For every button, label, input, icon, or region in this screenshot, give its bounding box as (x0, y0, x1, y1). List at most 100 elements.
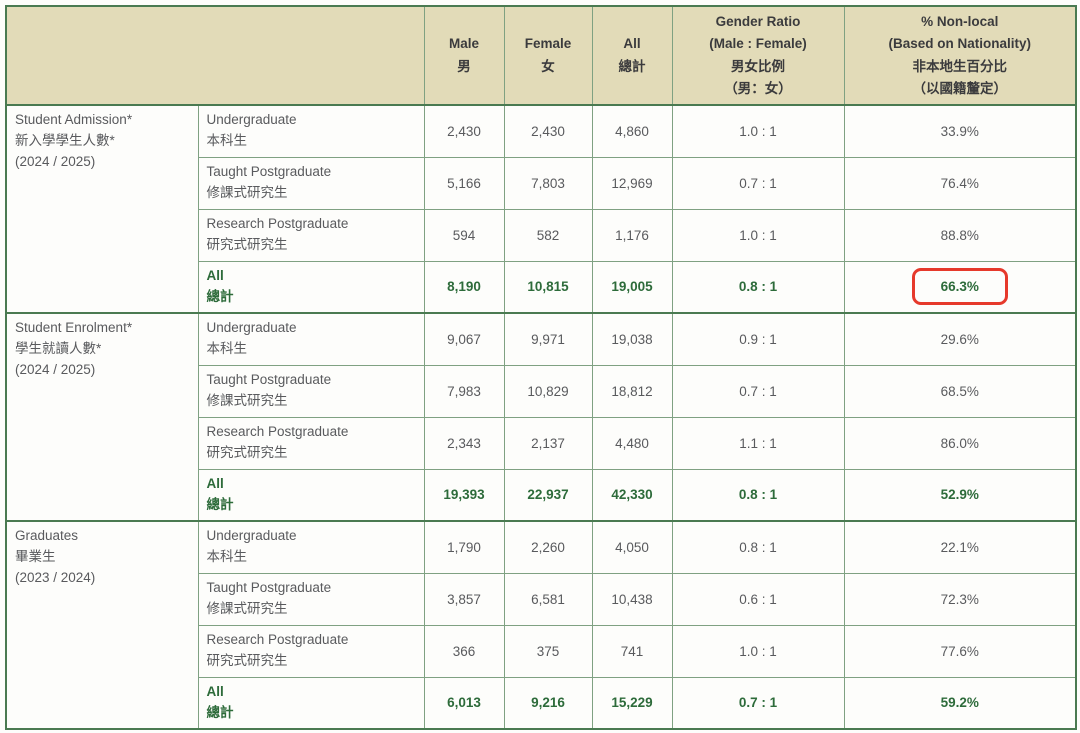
group-label-zh: 學生就讀人數* (15, 340, 102, 356)
header-female-zh: 女 (541, 58, 555, 74)
cell-male: 594 (423, 208, 505, 262)
cell-nonlocal: 68.5% (843, 364, 1077, 418)
row-label: Taught Postgraduate 修課式研究生 (197, 572, 425, 626)
cell-male: 5,166 (423, 156, 505, 210)
header-blank-cell (5, 5, 425, 107)
total-label-zh: 總計 (206, 496, 234, 512)
cell-all: 1,176 (591, 208, 673, 262)
group-label-year: (2023 / 2024) (15, 569, 96, 585)
row-label-zh: 研究式研究生 (206, 445, 288, 461)
table-row: Taught Postgraduate 修課式研究生 5,166 7,803 1… (6, 156, 1077, 210)
row-label: Research Postgraduate 研究式研究生 (197, 416, 425, 470)
cell-nonlocal: 72.3% (843, 572, 1077, 626)
cell-female: 582 (503, 208, 593, 262)
cell-male: 2,430 (423, 104, 505, 158)
cell-nonlocal-total: 52.9% (843, 468, 1077, 523)
row-label-zh: 修課式研究生 (206, 185, 288, 201)
row-label: Taught Postgraduate 修課式研究生 (197, 364, 425, 418)
row-label-en: Undergraduate (206, 112, 297, 128)
table-row: Student Admission* 新入學學生人數* (2024 / 2025… (5, 104, 1077, 314)
total-label-zh: 總計 (206, 704, 234, 720)
group-label-zh: 新入學學生人數* (15, 132, 115, 148)
cell-female-total: 22,937 (503, 468, 593, 523)
table-row: Research Postgraduate 研究式研究生 594 582 1,1… (6, 208, 1077, 262)
row-label: Taught Postgraduate 修課式研究生 (197, 156, 425, 210)
row-label: Research Postgraduate 研究式研究生 (197, 208, 425, 262)
group-label-zh: 畢業生 (15, 548, 56, 564)
cell-all-total: 42,330 (591, 468, 673, 523)
cell-all: 741 (591, 624, 673, 678)
header-female-en: Female (524, 36, 572, 52)
header-ratio-line4: （男：女） (724, 80, 792, 96)
total-label: All 總計 (197, 260, 425, 315)
header-ratio-line3: 男女比例 (731, 58, 785, 74)
total-label-zh: 總計 (206, 288, 234, 304)
cell-male: 3,857 (423, 572, 505, 626)
header-non-local: % Non-local (Based on Nationality) 非本地生百… (843, 5, 1077, 107)
row-label-zh: 本科生 (206, 133, 248, 149)
total-label: All 總計 (197, 468, 425, 523)
header-nl-line4: （以國籍釐定） (912, 80, 1008, 96)
total-label: All 總計 (197, 676, 425, 731)
cell-female: 10,829 (503, 364, 593, 418)
cell-male-total: 19,393 (423, 468, 505, 523)
cell-nonlocal-total: 66.3% (843, 260, 1077, 315)
total-label-en: All (206, 683, 224, 699)
row-label: Undergraduate 本科生 (197, 104, 425, 158)
cell-ratio: 0.7 : 1 (671, 156, 845, 210)
row-label-en: Undergraduate (206, 528, 297, 544)
cell-female: 2,260 (503, 520, 593, 574)
cell-male: 9,067 (423, 312, 505, 366)
row-label-en: Taught Postgraduate (206, 580, 332, 596)
group-label-year: (2024 / 2025) (15, 153, 96, 169)
cell-all: 4,860 (591, 104, 673, 158)
row-label-zh: 修課式研究生 (206, 393, 288, 409)
cell-female: 7,803 (503, 156, 593, 210)
row-label: Research Postgraduate 研究式研究生 (197, 624, 425, 678)
cell-ratio: 0.9 : 1 (671, 312, 845, 366)
cell-ratio: 1.0 : 1 (671, 208, 845, 262)
cell-female: 2,137 (503, 416, 593, 470)
cell-ratio: 1.0 : 1 (671, 104, 845, 158)
group-label-en: Student Admission* (15, 112, 133, 128)
cell-female: 2,430 (503, 104, 593, 158)
group-label-en: Student Enrolment* (15, 320, 133, 336)
cell-male-total: 8,190 (423, 260, 505, 315)
cell-ratio-total: 0.8 : 1 (671, 260, 845, 315)
table-row: Research Postgraduate 研究式研究生 2,343 2,137… (6, 416, 1077, 470)
cell-all-total: 15,229 (591, 676, 673, 731)
total-row: All 總計 6,013 9,216 15,229 0.7 : 1 59.2% (6, 676, 1077, 731)
cell-nonlocal: 86.0% (843, 416, 1077, 470)
cell-all: 4,050 (591, 520, 673, 574)
header-row: Male 男 Female 女 All 總計 Gender Ratio (Mal… (5, 5, 1077, 107)
cell-nonlocal: 22.1% (843, 520, 1077, 574)
cell-female: 6,581 (503, 572, 593, 626)
cell-all-total: 19,005 (591, 260, 673, 315)
total-label-en: All (206, 267, 224, 283)
cell-male: 2,343 (423, 416, 505, 470)
header-gender-ratio: Gender Ratio (Male : Female) 男女比例 （男：女） (671, 5, 845, 107)
row-label-en: Research Postgraduate (206, 632, 349, 648)
total-row: All 總計 19,393 22,937 42,330 0.8 : 1 52.9… (6, 468, 1077, 523)
total-row: All 總計 8,190 10,815 19,005 0.8 : 1 66.3% (6, 260, 1077, 315)
header-nl-line2: (Based on Nationality) (888, 36, 1031, 52)
table-row: Graduates 畢業生 (2023 / 2024) Undergraduat… (5, 520, 1077, 730)
header-all: All 總計 (591, 5, 673, 107)
row-label-en: Research Postgraduate (206, 424, 349, 440)
cell-ratio: 0.8 : 1 (671, 520, 845, 574)
row-label-en: Undergraduate (206, 320, 297, 336)
header-male-en: Male (448, 36, 479, 52)
cell-nonlocal: 33.9% (843, 104, 1077, 158)
red-highlight-box: 66.3% (911, 268, 1008, 306)
cell-female-total: 9,216 (503, 676, 593, 731)
total-label-en: All (206, 475, 224, 491)
row-label-en: Taught Postgraduate (206, 372, 332, 388)
cell-female: 375 (503, 624, 593, 678)
header-ratio-line2: (Male : Female) (709, 36, 807, 52)
header-female: Female 女 (503, 5, 593, 107)
cell-nonlocal: 29.6% (843, 312, 1077, 366)
group-label-year: (2024 / 2025) (15, 361, 96, 377)
cell-ratio-total: 0.7 : 1 (671, 676, 845, 731)
row-label-zh: 本科生 (206, 549, 248, 565)
